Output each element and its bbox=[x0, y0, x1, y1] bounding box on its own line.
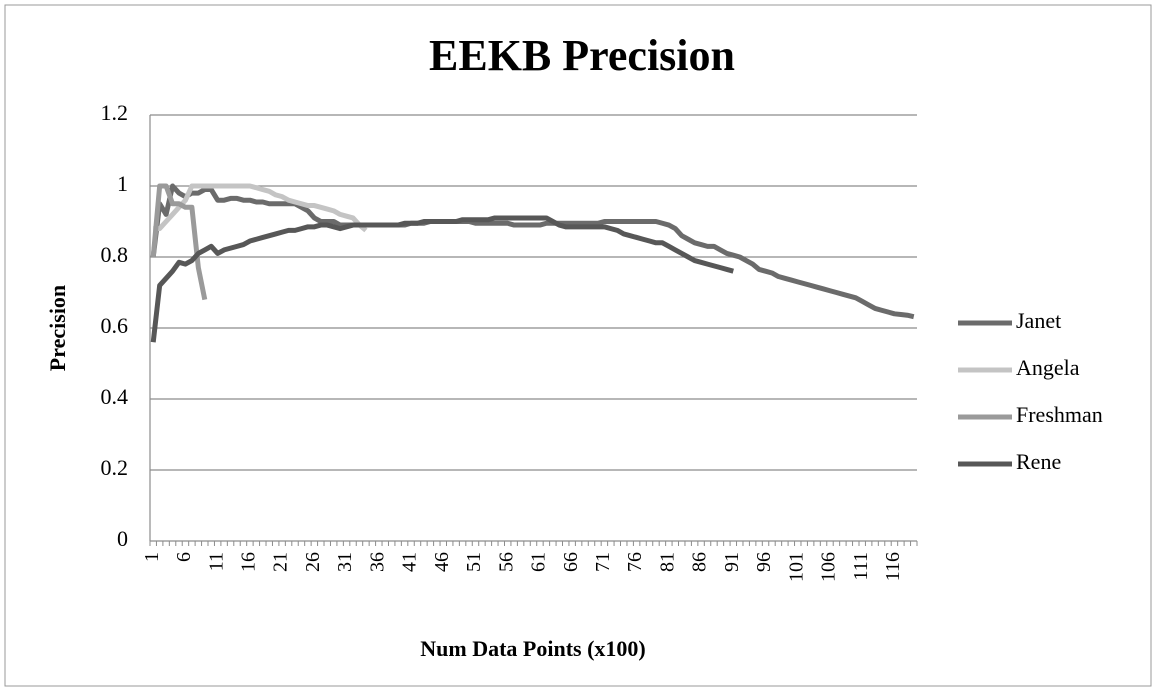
x-tick-label: 91 bbox=[721, 552, 743, 572]
y-tick-label: 0.2 bbox=[101, 455, 129, 480]
legend-label: Freshman bbox=[1016, 402, 1103, 427]
x-tick-label: 111 bbox=[850, 552, 872, 581]
series-line bbox=[150, 183, 915, 320]
x-tick-label: 21 bbox=[270, 552, 292, 572]
x-tick-label: 86 bbox=[689, 552, 711, 572]
x-tick-label: 101 bbox=[785, 552, 807, 582]
x-tick-label: 76 bbox=[624, 552, 646, 572]
chart-title: EEKB Precision bbox=[429, 31, 735, 80]
x-tick-label: 16 bbox=[237, 552, 259, 572]
y-tick-label: 0.8 bbox=[101, 242, 129, 267]
x-axis-title: Num Data Points (x100) bbox=[420, 636, 646, 661]
y-tick-label: 1.2 bbox=[101, 100, 129, 125]
x-tick-label: 1 bbox=[141, 552, 163, 562]
x-tick-label: 31 bbox=[334, 552, 356, 572]
x-tick-label: 41 bbox=[399, 552, 421, 572]
y-tick-label: 0.6 bbox=[101, 313, 129, 338]
y-tick-label: 1 bbox=[117, 171, 128, 196]
x-tick-label: 106 bbox=[818, 552, 840, 582]
x-tick-label: 71 bbox=[592, 552, 614, 572]
y-tick-label: 0 bbox=[117, 526, 128, 551]
x-tick-label: 96 bbox=[753, 552, 775, 572]
legend-label: Angela bbox=[1016, 355, 1080, 380]
y-tick-label: 0.4 bbox=[101, 384, 129, 409]
chart-border bbox=[4, 4, 1152, 687]
legend-label: Janet bbox=[1016, 308, 1061, 333]
x-tick-label: 46 bbox=[431, 552, 453, 572]
series-line bbox=[150, 183, 208, 301]
x-tick-label: 81 bbox=[656, 552, 678, 572]
x-tick-label: 51 bbox=[463, 552, 485, 572]
x-tick-label: 56 bbox=[495, 552, 517, 572]
y-axis-title: Precision bbox=[45, 285, 70, 371]
x-tick-label: 11 bbox=[205, 552, 227, 571]
x-tick-label: 6 bbox=[173, 552, 195, 562]
series-line bbox=[150, 215, 734, 343]
x-tick-label: 26 bbox=[302, 552, 324, 572]
x-tick-label: 36 bbox=[366, 552, 388, 572]
series-line bbox=[153, 183, 368, 233]
legend-label: Rene bbox=[1016, 449, 1061, 474]
x-tick-label: 66 bbox=[560, 552, 582, 572]
x-tick-label: 61 bbox=[528, 552, 550, 572]
x-tick-label: 116 bbox=[882, 552, 904, 581]
